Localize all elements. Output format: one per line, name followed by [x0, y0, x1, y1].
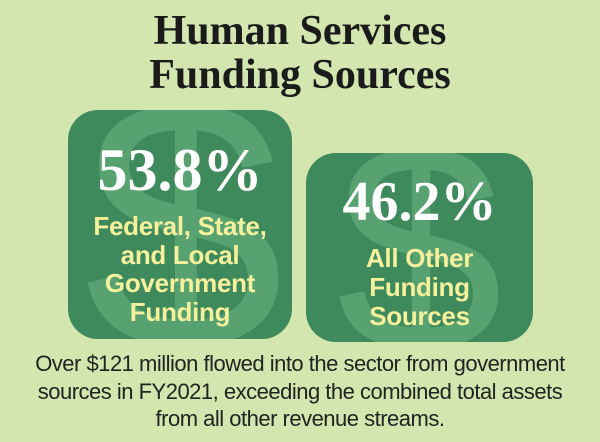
government-funding-label: Federal, State, and Local Government Fun…: [68, 212, 292, 326]
label-line: Funding: [369, 272, 470, 302]
caption-line: sources in FY2021, exceeding the combine…: [37, 378, 563, 404]
page-title: Human Services Funding Sources: [0, 9, 600, 97]
stat-card-government-funding: $ 53.8% Federal, State, and Local Govern…: [68, 110, 292, 339]
label-line: All Other: [365, 243, 474, 273]
government-funding-percentage: 53.8%: [97, 137, 263, 203]
stat-card-other-funding: $ 46.2% All Other Funding Sources: [306, 153, 533, 342]
other-funding-percentage: 46.2%: [342, 171, 497, 233]
label-line: Funding: [129, 296, 231, 327]
caption-text: Over $121 million flowed into the sector…: [0, 350, 600, 433]
page-title-line-2: Funding Sources: [149, 52, 451, 98]
caption-line: Over $121 million flowed into the sector…: [35, 351, 565, 376]
label-line: Federal, State,: [93, 211, 267, 241]
label-line: Sources: [369, 301, 470, 331]
page-title-line-1: Human Services: [153, 8, 447, 54]
label-line: Government: [104, 268, 256, 298]
caption-line: from all other revenue streams.: [155, 406, 445, 431]
other-funding-label: All Other Funding Sources: [306, 244, 533, 331]
label-line: and Local: [120, 239, 240, 270]
